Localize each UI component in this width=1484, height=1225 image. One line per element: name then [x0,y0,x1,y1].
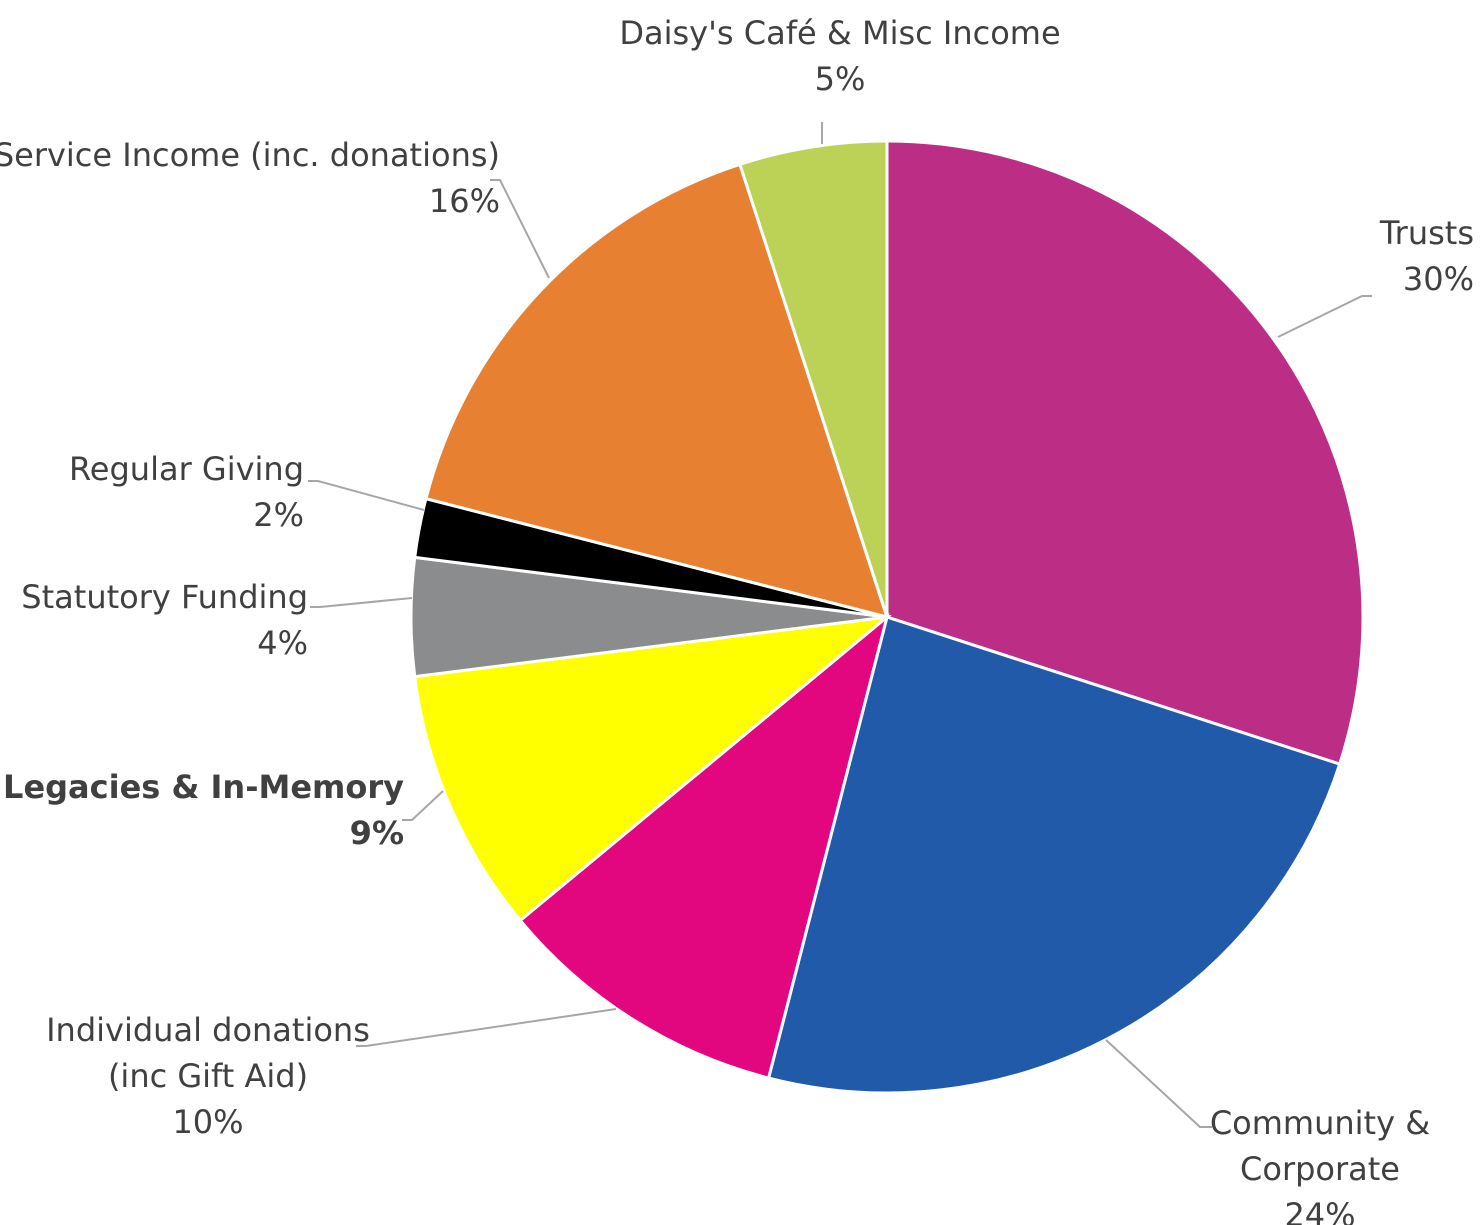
leader-line [1277,295,1372,338]
slice-label: Daisy's Café & Misc Income 5% [619,14,1060,98]
leader-line [308,480,425,511]
slice-label: Community & Corporate 24% [1210,1104,1430,1225]
slice-name-label: Individual donations [46,1011,370,1049]
slice-percent-label: 9% [350,814,404,852]
slice-name-label: Daisy's Café & Misc Income [619,14,1060,52]
slice-name-label: Corporate [1240,1150,1400,1188]
pie-slice-trusts [885,139,1365,766]
leader-line [310,597,413,608]
pie-slice-individual-donations-inc-gift-aid [518,612,890,1080]
pie-slice-legacies-in-memory [413,614,892,923]
pie-slices [409,139,1365,1095]
slice-name-label: Trusts [1379,214,1474,252]
slice-label: Individual donations (inc Gift Aid) 10% [46,1011,370,1141]
slice-percent-label: 4% [257,624,308,662]
pie-slice-service-income-inc-donations [424,162,890,620]
leader-line [490,179,550,279]
pie-slice-community-corporate [766,615,1342,1095]
slice-percent-label: 30% [1403,260,1474,298]
slice-name-label: Statutory Funding [21,578,308,616]
leader-line [1105,1039,1212,1128]
leader-line [402,790,444,821]
slice-name-label: Legacies & In-Memory [3,768,404,806]
slice-name-label: (inc Gift Aid) [108,1057,308,1095]
slice-percent-label: 24% [1284,1196,1355,1225]
slice-percent-label: 5% [815,60,866,98]
slice-name-label: Service Income (inc. donations) [0,136,500,174]
slice-label: Legacies & In-Memory 9% [3,768,404,852]
slice-name-label: Community & [1210,1104,1430,1142]
slice-percent-label: 10% [172,1103,243,1141]
slice-labels: Trusts 30% Community & Corporate 24% Individu… [0,14,1474,1225]
slice-label: Regular Giving 2% [69,450,304,534]
slice-name-label: Regular Giving [69,450,304,488]
slice-label: Trusts 30% [1379,214,1474,298]
slice-label: Service Income (inc. donations) 16% [0,136,500,220]
slice-percent-label: 2% [253,496,304,534]
leader-lines [308,122,1372,1128]
slice-percent-label: 16% [429,182,500,220]
leader-line [356,1008,617,1047]
pie-slice-daisy-s-caf-misc-income [738,139,889,618]
slice-label: Statutory Funding 4% [21,578,308,662]
